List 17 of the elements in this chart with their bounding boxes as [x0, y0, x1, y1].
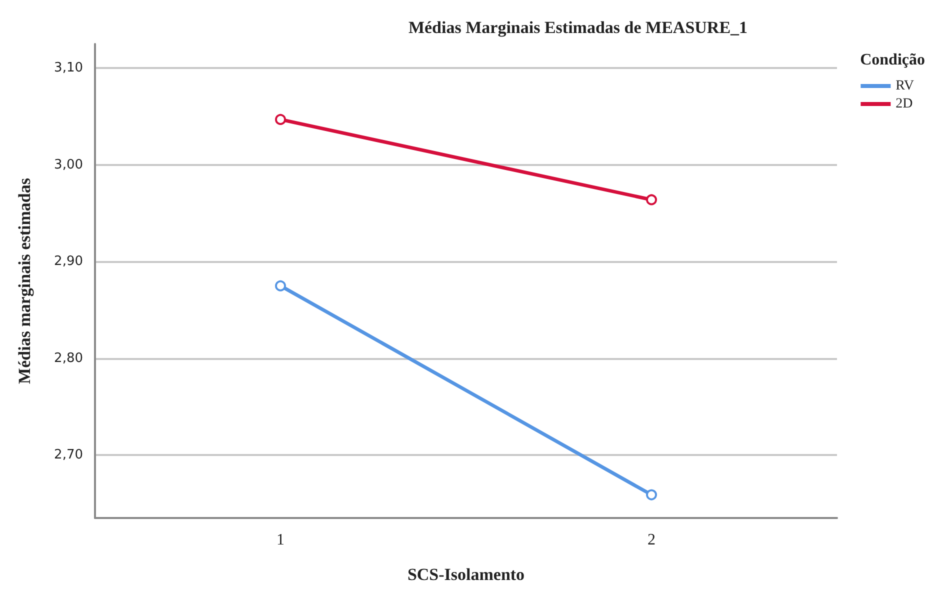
x-tick-label: 1 [276, 532, 284, 548]
point [646, 194, 657, 206]
y-axis-title: Médias marginais estimadas [15, 178, 34, 384]
point [275, 114, 286, 125]
point [275, 280, 286, 292]
y-tick-label: 3,00 [54, 157, 83, 172]
legend-title: Condição [860, 52, 926, 68]
legend-label: 2D [896, 96, 913, 112]
y-tick-label: 2,80 [54, 350, 83, 366]
y-tick-label: 3,10 [54, 60, 83, 76]
y-tick-label: 2,90 [54, 254, 83, 270]
chart-title: Médias Marginais Estimadas de MEASURE_1 [408, 18, 748, 37]
x-tick-label: 2 [648, 532, 656, 548]
point [646, 489, 657, 500]
legend-label: RV [896, 78, 914, 94]
x-axis-title: SCS-Isolamento [407, 565, 525, 584]
y-tick-label: 2,70 [54, 448, 83, 463]
